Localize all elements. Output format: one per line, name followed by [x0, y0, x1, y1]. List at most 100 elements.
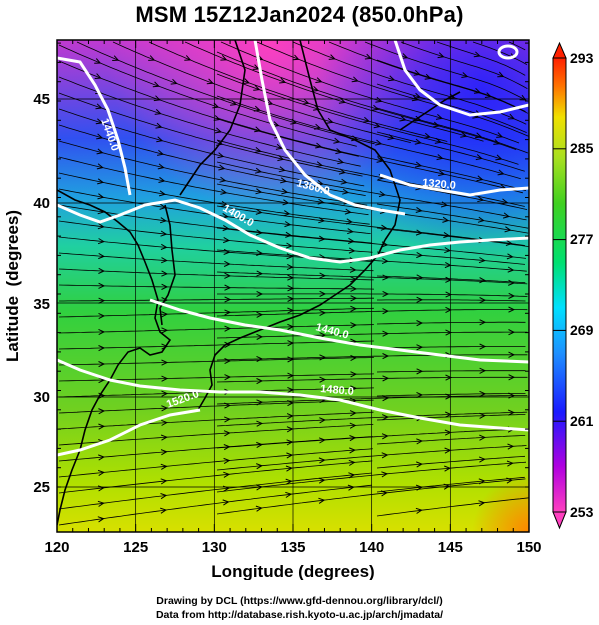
- streamline-arrow: [155, 122, 163, 129]
- streamline: [376, 203, 529, 229]
- streamline-arrow: [415, 507, 423, 514]
- streamline-arrow: [98, 361, 106, 368]
- streamline-arrow: [401, 53, 409, 59]
- streamline-arrow: [415, 206, 423, 213]
- x-tick-label: 135: [280, 539, 305, 556]
- streamline: [216, 73, 519, 165]
- streamline-arrow: [338, 97, 346, 104]
- streamline: [216, 395, 528, 405]
- contour-1480: [57, 358, 529, 432]
- y-tick-label: 40: [33, 195, 50, 212]
- streamline-arrow: [160, 243, 168, 250]
- streamline: [58, 324, 374, 334]
- streamline: [216, 51, 517, 150]
- colorbar-tick: 293: [570, 50, 594, 66]
- streamline-arrow: [98, 267, 106, 274]
- streamline: [58, 307, 374, 318]
- streamline: [508, 41, 526, 51]
- streamline: [376, 179, 528, 210]
- streamline-arrow: [349, 266, 357, 273]
- streamline-arrow: [157, 163, 165, 170]
- streamline-arrow: [292, 54, 300, 61]
- streamline-arrow: [432, 121, 440, 128]
- streamline-arrow: [479, 277, 487, 284]
- colorbar-body: [552, 57, 567, 513]
- y-tick-label: 35: [33, 296, 50, 313]
- streamline-arrow: [220, 188, 228, 195]
- streamline-arrow: [315, 161, 324, 168]
- streamline-arrow: [255, 208, 263, 215]
- streamline-arrow: [218, 164, 226, 171]
- streamline-arrow: [161, 257, 168, 264]
- contour-1520: [57, 408, 201, 457]
- streamline-arrow: [285, 231, 293, 238]
- streamline-arrow: [112, 55, 120, 61]
- streamline-arrow: [414, 115, 422, 122]
- streamline-arrow: [158, 190, 167, 197]
- y-tick-label: 45: [33, 91, 50, 108]
- streamline-arrow: [475, 154, 483, 161]
- streamline-arrow: [477, 216, 485, 223]
- streamline-arrow: [153, 95, 161, 102]
- streamline-arrow: [507, 266, 515, 273]
- streamline-arrow: [378, 190, 386, 198]
- streamline-arrow: [375, 96, 383, 103]
- streamline-arrow: [415, 229, 423, 236]
- streamline-arrow: [344, 208, 352, 215]
- streamline-arrow: [97, 485, 105, 492]
- x-tick-label: 145: [438, 539, 463, 556]
- streamline: [216, 376, 528, 383]
- streamline-arrow: [278, 166, 286, 173]
- streamline-arrow: [318, 457, 326, 464]
- streamline-arrow: [222, 224, 230, 232]
- streamline-arrow: [286, 263, 294, 271]
- streamline: [220, 41, 520, 144]
- streamline: [58, 76, 361, 167]
- streamline: [58, 268, 374, 281]
- streamline-arrow: [219, 176, 227, 183]
- streamline-arrow: [98, 282, 106, 289]
- streamline: [216, 205, 526, 246]
- streamline-arrow: [424, 73, 432, 80]
- streamline-arrow: [416, 368, 424, 375]
- streamline-arrow: [152, 81, 160, 88]
- streamline-arrow: [342, 188, 350, 195]
- streamline-arrow: [214, 127, 223, 134]
- contour-1320: [393, 40, 529, 117]
- streamline-arrow: [507, 113, 515, 120]
- streamline-arrow: [319, 354, 327, 361]
- streamline: [58, 124, 366, 196]
- x-tick-label: 150: [516, 539, 541, 556]
- streamline: [376, 455, 526, 469]
- streamline-arrow: [230, 99, 238, 106]
- streamline-arrow: [362, 116, 370, 123]
- streamline-arrow: [445, 374, 453, 381]
- streamline-arrow: [493, 139, 501, 145]
- streamline-arrow: [436, 154, 444, 161]
- contour-1440: [149, 298, 529, 364]
- streamline: [376, 155, 527, 191]
- streamline-arrow: [242, 78, 250, 84]
- streamline-arrow: [161, 283, 169, 290]
- streamline: [216, 309, 528, 317]
- streamline-arrow: [221, 200, 229, 207]
- streamline-arrow: [96, 133, 104, 140]
- streamline-arrow: [347, 237, 355, 244]
- streamline: [58, 484, 372, 526]
- colorbar-tick: 277: [570, 231, 594, 247]
- coastline-kurils: [399, 91, 461, 131]
- streamline-arrow: [158, 176, 166, 183]
- streamline-arrow: [254, 167, 263, 174]
- streamline-arrow: [380, 224, 388, 231]
- streamline-arrow: [351, 76, 359, 83]
- streamline-arrow: [160, 449, 168, 456]
- streamline-arrow: [416, 296, 424, 303]
- streamline: [376, 275, 526, 284]
- streamline-arrow: [337, 158, 345, 165]
- streamline-arrow: [445, 276, 453, 283]
- streamline-arrow: [508, 374, 516, 381]
- streamline-arrow: [413, 69, 421, 76]
- streamline: [58, 284, 375, 290]
- streamline: [376, 251, 526, 265]
- streamline-arrow: [473, 51, 481, 58]
